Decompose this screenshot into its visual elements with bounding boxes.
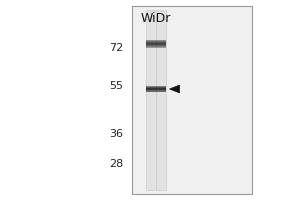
Text: 55: 55: [109, 81, 123, 91]
FancyBboxPatch shape: [146, 45, 166, 46]
FancyBboxPatch shape: [146, 87, 166, 88]
FancyBboxPatch shape: [146, 43, 166, 44]
Text: 28: 28: [109, 159, 123, 169]
FancyBboxPatch shape: [146, 91, 166, 92]
FancyBboxPatch shape: [146, 91, 166, 92]
FancyBboxPatch shape: [146, 10, 167, 190]
FancyBboxPatch shape: [132, 6, 252, 194]
FancyBboxPatch shape: [146, 46, 166, 47]
Text: 72: 72: [109, 43, 123, 53]
FancyBboxPatch shape: [146, 41, 166, 42]
FancyBboxPatch shape: [146, 90, 166, 91]
FancyBboxPatch shape: [146, 89, 166, 90]
Text: 36: 36: [109, 129, 123, 139]
FancyBboxPatch shape: [146, 42, 166, 43]
FancyBboxPatch shape: [146, 40, 166, 41]
FancyBboxPatch shape: [146, 47, 166, 48]
FancyBboxPatch shape: [146, 88, 166, 89]
FancyBboxPatch shape: [146, 86, 166, 87]
Polygon shape: [169, 85, 180, 93]
Text: WiDr: WiDr: [141, 11, 171, 24]
FancyBboxPatch shape: [146, 44, 166, 45]
